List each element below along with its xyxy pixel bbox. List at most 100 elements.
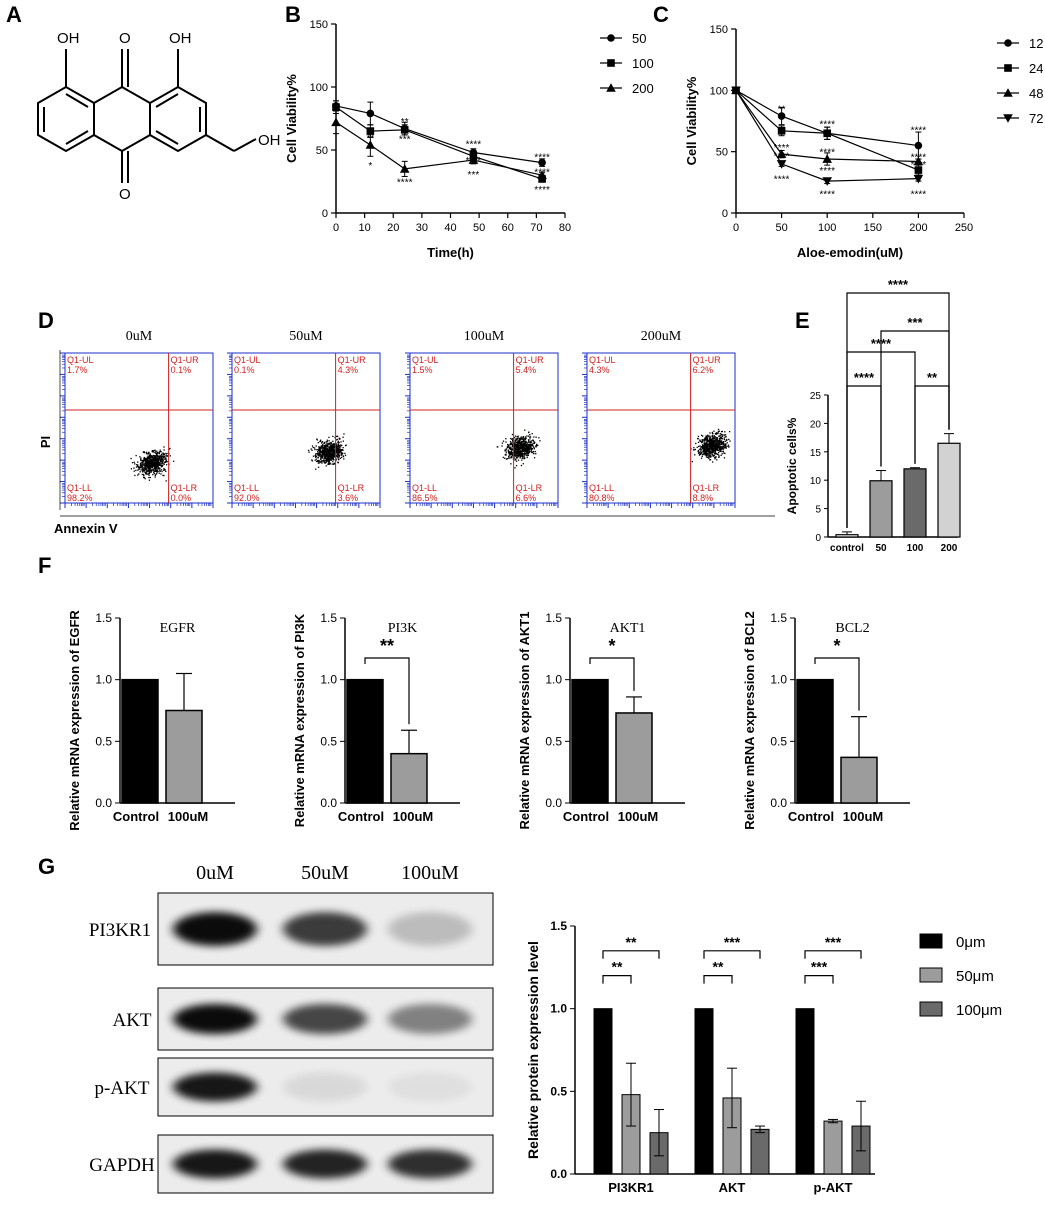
flow-event bbox=[508, 455, 510, 457]
chart-c-dose-viability: Cell Viability% Aloe-emodin(uM) 0 50 100 15… bbox=[684, 24, 1043, 260]
flow-event bbox=[718, 441, 720, 443]
flow-event bbox=[161, 460, 163, 462]
flow-event bbox=[704, 438, 707, 440]
flow-event bbox=[163, 474, 165, 477]
flow-event bbox=[519, 447, 521, 449]
flow-event bbox=[708, 456, 711, 458]
flow-event bbox=[721, 441, 723, 443]
flow-event bbox=[705, 444, 707, 446]
flow-event bbox=[166, 455, 169, 457]
flow-event bbox=[321, 462, 323, 464]
flow-event bbox=[520, 451, 522, 454]
flow-event bbox=[511, 438, 513, 440]
flow-event bbox=[527, 439, 530, 441]
flow-event bbox=[156, 450, 158, 452]
flow-event bbox=[527, 442, 529, 444]
flow-event bbox=[516, 442, 518, 444]
bar-p-AKT-0μm bbox=[795, 1008, 815, 1175]
flow-event bbox=[714, 451, 716, 454]
flow-event bbox=[519, 457, 521, 459]
flow-event bbox=[148, 461, 151, 464]
flow-event bbox=[532, 445, 534, 448]
flow-event bbox=[321, 445, 323, 448]
flow-event bbox=[719, 448, 721, 450]
flow-event bbox=[516, 436, 518, 438]
flow-event bbox=[510, 452, 513, 454]
blot-band bbox=[283, 1149, 367, 1179]
bar-200 bbox=[937, 442, 961, 538]
flow-event bbox=[706, 453, 708, 455]
flow-event bbox=[145, 462, 147, 464]
flow-event bbox=[339, 449, 341, 452]
flow-event bbox=[693, 449, 695, 451]
flow-event bbox=[536, 444, 538, 446]
flow-event bbox=[525, 441, 527, 443]
flow-event bbox=[717, 451, 720, 454]
significance-bracket bbox=[914, 385, 950, 464]
y-tick-label: 1.0 bbox=[770, 673, 787, 687]
flow-event bbox=[707, 434, 709, 436]
significance-mark: **** bbox=[466, 140, 482, 151]
flow-event bbox=[525, 450, 528, 453]
flow-event bbox=[710, 453, 712, 455]
flow-event bbox=[322, 457, 324, 459]
flow-event bbox=[322, 449, 324, 451]
flow-event bbox=[522, 449, 524, 451]
bar-100uM bbox=[615, 712, 653, 804]
flow-event bbox=[726, 445, 728, 448]
flow-event bbox=[705, 447, 707, 450]
flow-event bbox=[323, 442, 325, 444]
flow-event bbox=[521, 450, 523, 453]
flow-event bbox=[716, 459, 718, 461]
flow-event bbox=[529, 441, 531, 444]
flow-event bbox=[148, 464, 151, 466]
flow-event bbox=[705, 452, 708, 454]
flow-event bbox=[514, 449, 517, 451]
flow-event bbox=[712, 451, 715, 453]
flow-event bbox=[330, 452, 332, 455]
flow-event bbox=[342, 440, 344, 442]
bar-100uM bbox=[165, 709, 203, 804]
flow-event bbox=[708, 443, 710, 445]
flow-event bbox=[157, 466, 159, 468]
y-tick-label: 1.5 bbox=[545, 611, 562, 625]
quadrant-name: Q1-LR bbox=[516, 483, 543, 493]
flow-event bbox=[328, 446, 331, 448]
flow-event bbox=[516, 438, 518, 440]
flow-event bbox=[326, 451, 328, 454]
flow-event bbox=[711, 439, 714, 441]
flow-event bbox=[147, 466, 149, 468]
flow-event bbox=[714, 449, 716, 451]
quadrant-value: 8.8% bbox=[693, 493, 714, 503]
lane-label: 100uM bbox=[401, 862, 459, 884]
flow-event bbox=[514, 452, 516, 455]
flow-event bbox=[704, 446, 706, 448]
chart-title: EGFR bbox=[160, 621, 196, 636]
flow-event bbox=[719, 438, 721, 440]
flow-event bbox=[524, 438, 526, 440]
flow-event bbox=[506, 458, 508, 460]
chart-e-apoptosis-bars: Apoptotic cells% 0 5 10 15 20 25 control 50 100 2… bbox=[785, 277, 961, 554]
flow-event bbox=[538, 437, 540, 439]
flow-event bbox=[530, 448, 532, 450]
flow-event bbox=[331, 447, 334, 449]
flow-event bbox=[143, 451, 146, 454]
flow-event bbox=[508, 456, 510, 459]
legend-label: 72h bbox=[1029, 111, 1043, 126]
y-tick-label: 25 bbox=[810, 391, 822, 402]
flow-event bbox=[142, 463, 144, 465]
data-point bbox=[731, 86, 741, 96]
flow-event bbox=[148, 476, 150, 479]
flow-event bbox=[340, 449, 343, 451]
flow-event bbox=[710, 439, 712, 441]
flow-event bbox=[335, 458, 337, 460]
quadrant-name: Q1-LL bbox=[67, 483, 92, 493]
flow-event bbox=[507, 451, 510, 454]
flow-event bbox=[525, 437, 527, 439]
quadrant-value: 6.6% bbox=[516, 493, 537, 503]
flow-event bbox=[704, 451, 707, 453]
blot-row-p-AKT: p-AKT bbox=[95, 1057, 494, 1117]
significance-mark: **** bbox=[774, 151, 790, 162]
flow-event bbox=[708, 441, 711, 443]
chart-d-flow-cytometry: PI Annexin V 0uMQ1-UL1.7%Q1-UR0.1%Q1-LL9… bbox=[40, 329, 775, 536]
